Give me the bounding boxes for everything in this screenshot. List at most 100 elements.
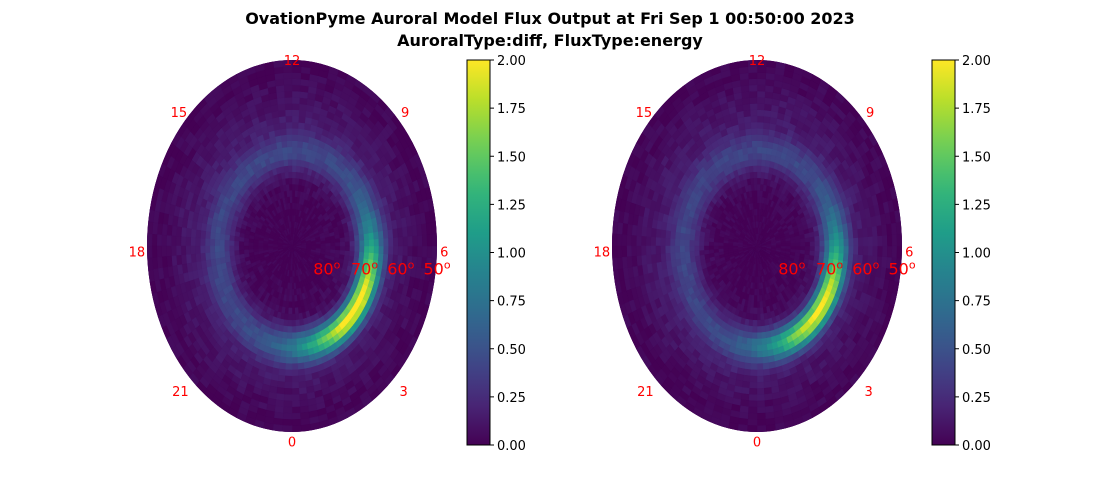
heatmap-cell [755, 258, 758, 265]
heatmap-cell [291, 121, 299, 129]
latitude-label: 50o [423, 258, 450, 278]
heatmap-cell [397, 236, 404, 247]
heatmap-cell [780, 245, 787, 249]
heatmap-cell [147, 245, 153, 259]
heatmap-cell [335, 241, 341, 247]
heatmap-cell [248, 242, 254, 247]
heatmap-cell [284, 375, 293, 383]
heatmap-cell [147, 233, 153, 247]
heatmap-cell [291, 313, 297, 321]
heatmap-cell [756, 152, 763, 160]
heatmap-cell [291, 103, 300, 111]
heatmap-cell [751, 350, 758, 358]
heatmap-cell [752, 171, 758, 179]
heatmap-cell [180, 236, 187, 247]
heatmap-cell [838, 245, 845, 254]
heatmap-cell [277, 103, 286, 112]
heatmap-cell [829, 245, 835, 253]
heatmap-cell [753, 301, 758, 309]
heatmap-cell [708, 245, 714, 251]
heatmap-cell [828, 232, 835, 241]
heatmap-cell [756, 202, 760, 210]
heatmap-cell [745, 134, 752, 142]
heatmap-cell [754, 282, 758, 290]
heatmap-cell [382, 229, 389, 239]
heatmap-cell [749, 109, 758, 117]
heatmap-cell [752, 313, 758, 321]
heatmap-cell [291, 165, 297, 173]
heatmap-cell [288, 307, 293, 315]
heatmap-cell [285, 121, 293, 129]
heatmap-cell [228, 245, 235, 252]
heatmap-cell [277, 380, 286, 389]
heatmap-cell [744, 128, 752, 136]
heatmap-cell [823, 233, 830, 241]
heatmap-cell [286, 332, 293, 340]
heatmap-cell [743, 115, 751, 124]
heatmap-cell [285, 363, 293, 371]
heatmap-cell [161, 234, 167, 247]
heatmap-cell [660, 229, 667, 239]
heatmap-cell [272, 423, 284, 432]
heatmap-cell [703, 245, 710, 251]
heatmap-cell [708, 237, 715, 243]
heatmap-cell [756, 350, 763, 358]
mlt-label: 18 [129, 246, 146, 261]
heatmap-cell [285, 357, 293, 365]
heatmap-cell [431, 245, 437, 259]
heatmap-cell [684, 251, 691, 259]
heatmap-cell [743, 368, 751, 377]
heatmap-cell [233, 235, 240, 242]
heatmap-cell [344, 245, 351, 252]
heatmap-cell [287, 158, 293, 166]
heatmap-cell [287, 326, 293, 334]
heatmap-cell [843, 238, 850, 247]
heatmap-cell [397, 245, 404, 256]
heatmap-cell [311, 245, 317, 249]
heatmap-cell [224, 234, 230, 241]
heatmap-cell [377, 253, 384, 262]
mlt-label: 9 [401, 106, 409, 121]
heatmap-cell [291, 171, 297, 179]
heatmap-cell [286, 134, 293, 142]
heatmap-cell [281, 344, 288, 352]
heatmap-cell [848, 245, 854, 255]
heatmap-cell [703, 236, 710, 243]
heatmap-cell [756, 369, 764, 377]
heatmap-cell [756, 313, 762, 321]
heatmap-cell [751, 344, 758, 352]
heatmap-cell [282, 412, 293, 420]
heatmap-cell [752, 165, 758, 173]
heatmap-cell [219, 251, 226, 259]
heatmap-cell [283, 84, 293, 92]
heatmap-cell [199, 245, 206, 254]
heatmap-cells [147, 60, 437, 432]
heatmap-cell [204, 245, 211, 254]
heatmap-cell [809, 245, 816, 252]
heatmap-cell [295, 171, 300, 179]
heatmap-cell [279, 362, 287, 371]
heatmap-cell [287, 165, 293, 173]
heatmap-cell [283, 90, 293, 98]
heatmap-cell [698, 240, 705, 247]
heatmap-cell [267, 243, 273, 247]
heatmap-cell [298, 380, 307, 389]
heatmap-cell [799, 249, 806, 255]
heatmap-cell [853, 245, 859, 255]
heatmap-cell [151, 245, 158, 259]
colorbar-tick-label: 0.00 [497, 439, 526, 454]
heatmap-cell [430, 221, 437, 235]
heatmap-cell [790, 245, 796, 250]
heatmap-cell [288, 295, 293, 303]
heatmap-cell [290, 258, 293, 265]
heatmap-cell [819, 251, 825, 258]
heatmap-cell [291, 109, 300, 117]
heatmap-cell [750, 357, 758, 365]
heatmap-cell [284, 109, 293, 117]
heatmap-cell [814, 245, 821, 252]
heatmap-cell [280, 134, 287, 142]
heatmap-cell [373, 231, 380, 240]
heatmap-cell [655, 228, 662, 239]
